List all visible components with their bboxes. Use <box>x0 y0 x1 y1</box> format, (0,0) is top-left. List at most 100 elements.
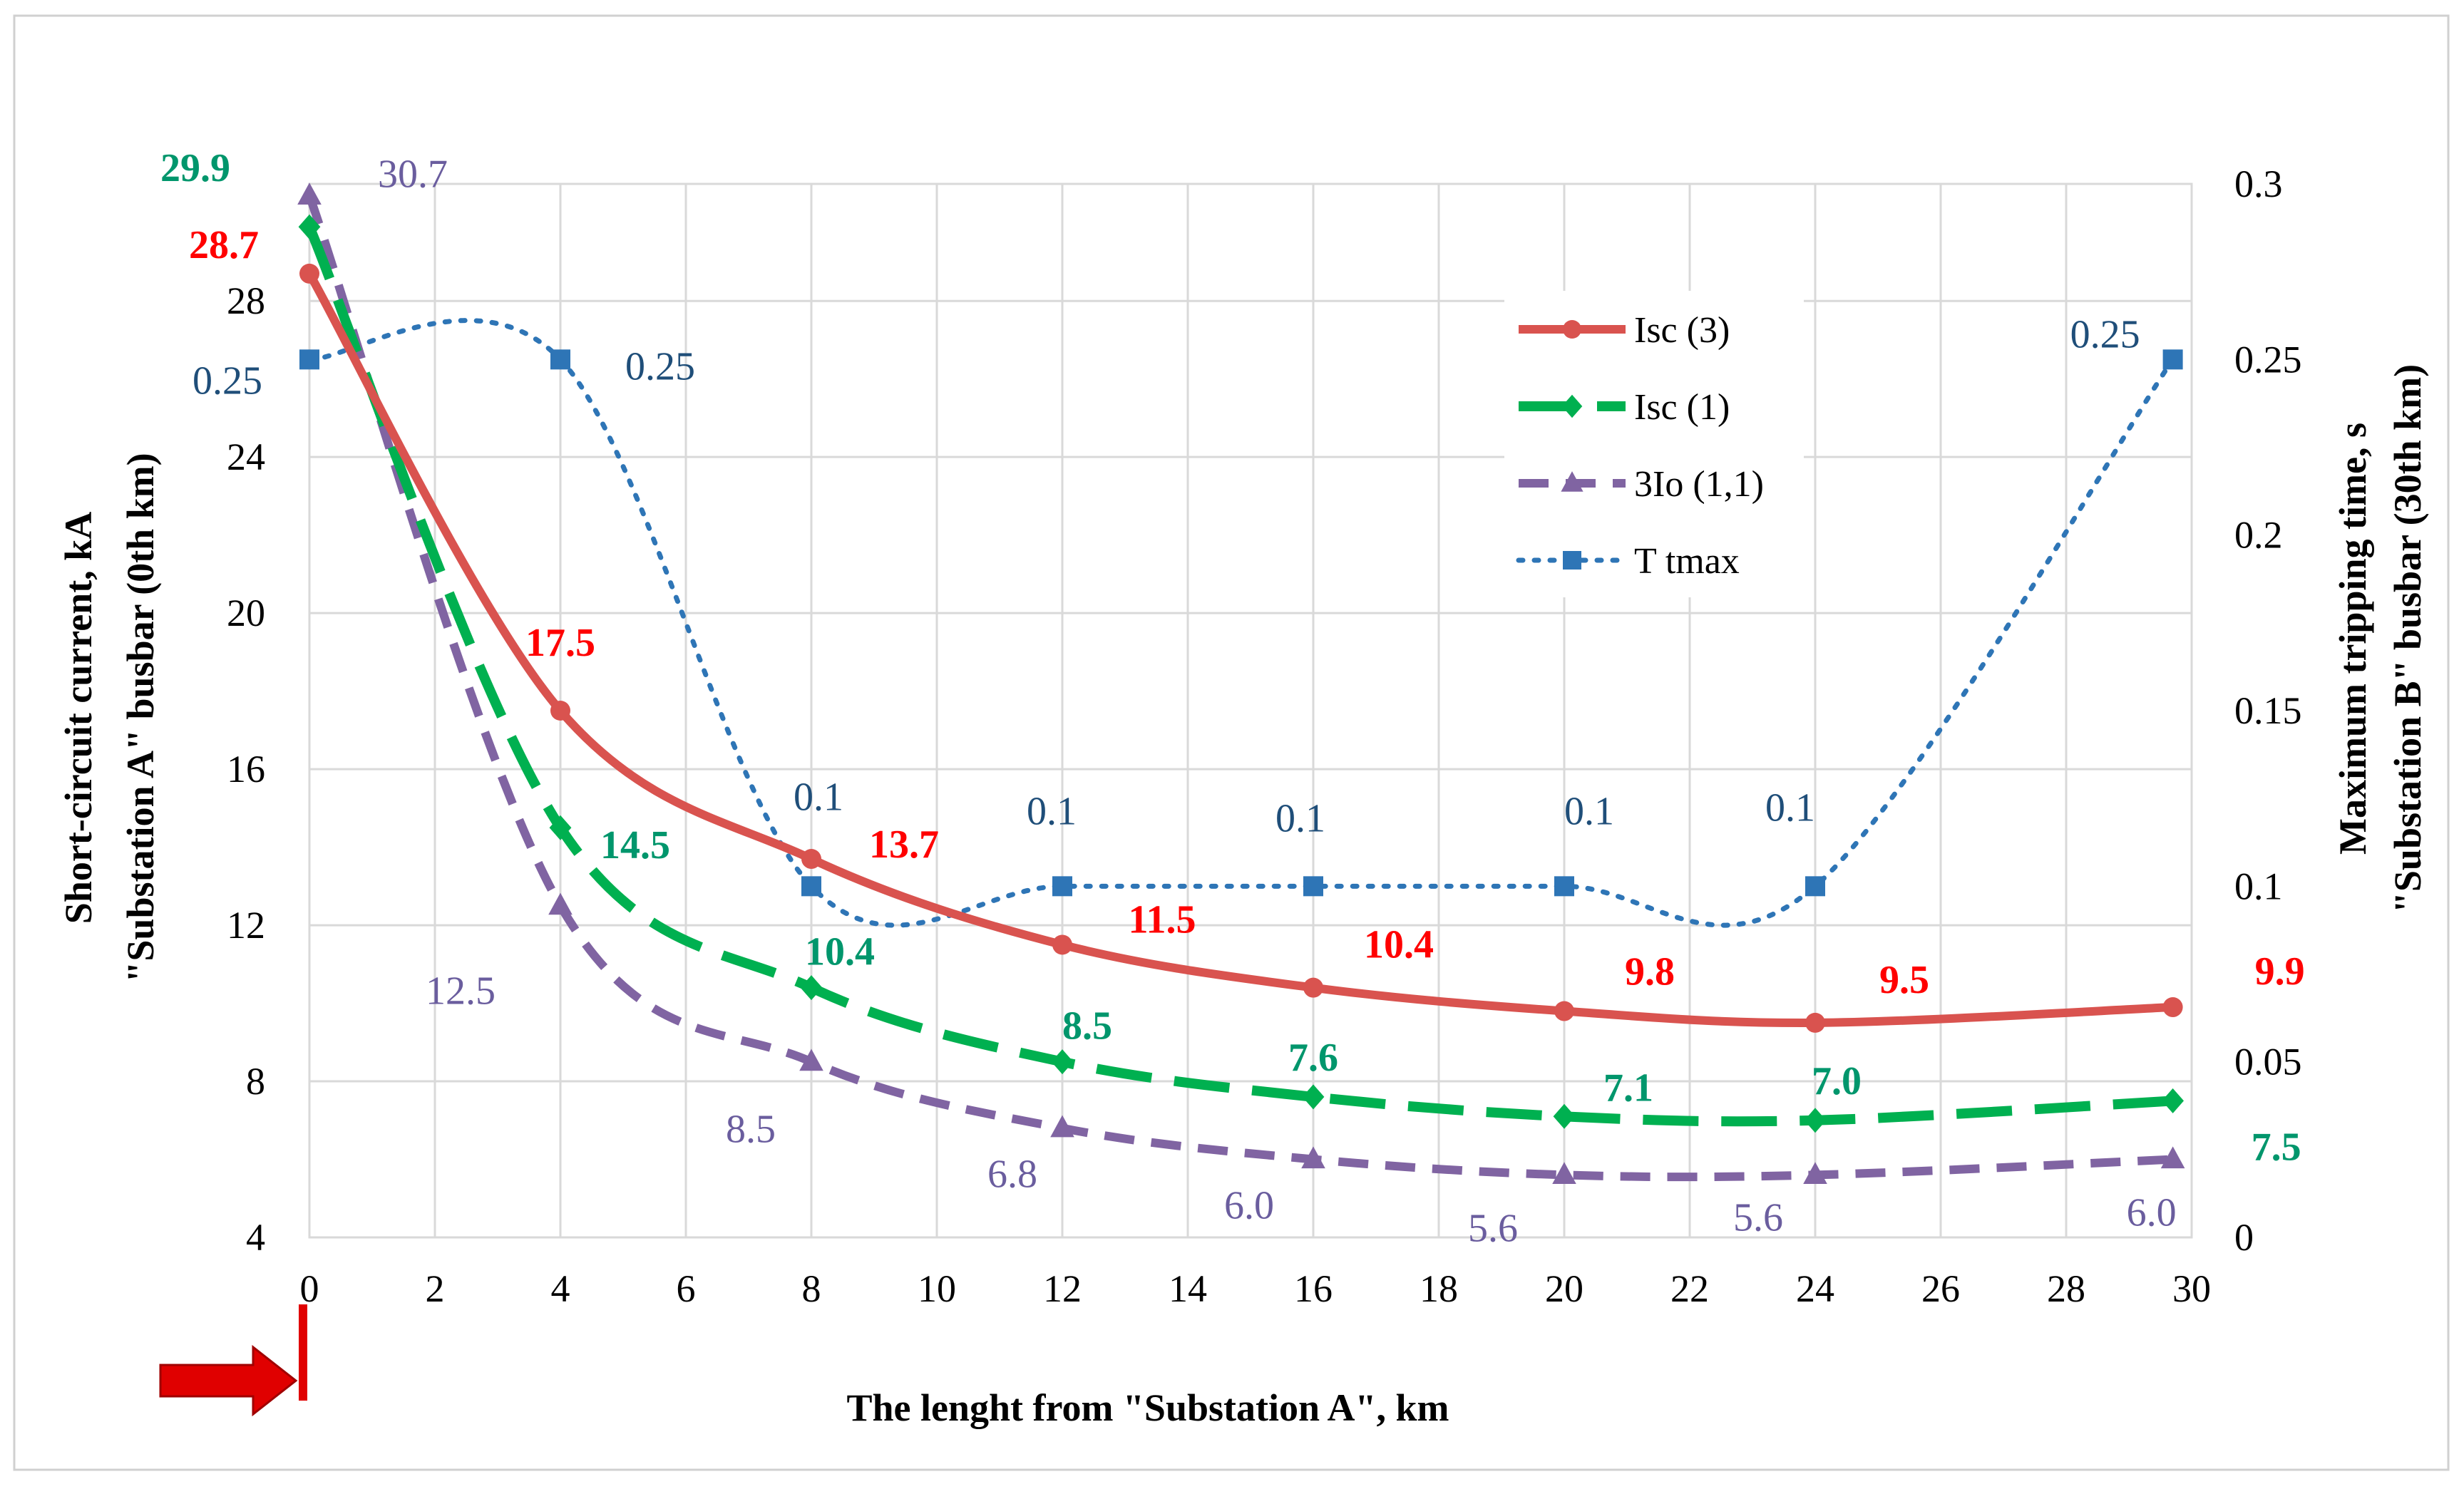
series-2-marker-2 <box>799 1049 823 1071</box>
x-axis-title: The lenght from "Substation A", km <box>846 1386 1449 1429</box>
x-tick-label-7: 14 <box>1169 1267 1207 1310</box>
y-left-tick-label-2: 12 <box>227 904 265 947</box>
series-2-marker-7 <box>2160 1146 2185 1169</box>
series-3-marker-2 <box>801 876 821 897</box>
x-tick-label-9: 18 <box>1420 1267 1458 1310</box>
data-label-s0-0: 28.7 <box>189 223 259 267</box>
data-label-s2-1: 12.5 <box>426 969 496 1014</box>
x-tick-label-2: 4 <box>551 1267 570 1310</box>
series-lines <box>304 194 2176 1182</box>
series-3-marker-7 <box>2162 349 2183 370</box>
series-line-2 <box>305 194 2173 1182</box>
series-3-marker-4 <box>1303 876 1323 897</box>
right-axis: 0 0.05 0.1 0.15 0.2 0.25 0.3 <box>2234 163 2302 1259</box>
data-label-s1-3: 8.5 <box>1062 1004 1112 1049</box>
series-1-marker-5 <box>1553 1103 1576 1129</box>
data-label-s3-0: 0.25 <box>192 359 262 403</box>
x-tick-label-13: 26 <box>1921 1267 1960 1310</box>
y-right-tick-label-6: 0.3 <box>2234 163 2283 205</box>
y-left-tick-label-5: 24 <box>227 436 265 478</box>
y-left-tick-label-3: 16 <box>227 748 265 790</box>
x-tick-label-3: 6 <box>677 1267 696 1310</box>
data-label-s0-5: 9.8 <box>1625 950 1675 994</box>
data-label-s3-5: 0.1 <box>1564 789 1614 833</box>
y-right-tick-label-0: 0 <box>2234 1216 2254 1259</box>
data-label-s2-2: 8.5 <box>726 1108 776 1152</box>
legend-label-2: 3Io (1,1) <box>1634 464 1764 505</box>
data-label-s3-2: 0.1 <box>794 775 843 819</box>
x-axis: 0 2 4 6 8 10 12 14 16 18 20 22 24 26 28 30 <box>300 1267 2212 1310</box>
data-label-s1-1: 14.5 <box>600 823 670 867</box>
legend-marker-1 <box>1561 394 1583 418</box>
data-label-s2-5: 5.6 <box>1468 1206 1518 1250</box>
x-tick-label-15: 30 <box>2172 1267 2211 1310</box>
data-label-s3-3: 0.1 <box>1027 789 1077 833</box>
y-right-tick-label-3: 0.15 <box>2234 689 2302 732</box>
series-3-marker-5 <box>1554 876 1574 897</box>
legend-marker-0 <box>1563 320 1581 339</box>
data-label-s2-4: 6.0 <box>1224 1184 1274 1228</box>
legend-marker-3 <box>1563 551 1581 570</box>
data-label-s2-0: 30.7 <box>378 152 448 196</box>
y-right-tick-label-1: 0.05 <box>2234 1041 2302 1083</box>
legend: Isc (3) Isc (1) 3Io (1,1) T tmax <box>1504 291 1804 597</box>
series-1-marker-1 <box>549 815 572 840</box>
data-label-s3-1: 0.25 <box>625 344 695 388</box>
series-0-marker-0 <box>299 263 319 284</box>
y-right-tick-label-4: 0.2 <box>2234 514 2283 557</box>
series-2-marker-3 <box>1050 1115 1074 1138</box>
data-label-s3-4: 0.1 <box>1275 796 1325 840</box>
data-label-s2-3: 6.8 <box>987 1153 1037 1197</box>
series-line-0 <box>305 271 2173 1027</box>
x-tick-label-4: 8 <box>802 1267 821 1310</box>
series-0-marker-4 <box>1303 977 1323 998</box>
y-left-axis-title-line2: "Substation A" busbar (0th km) <box>119 453 162 982</box>
legend-label-1: Isc (1) <box>1634 387 1730 428</box>
data-label-s0-1: 17.5 <box>525 621 595 665</box>
data-labels: 28.7 17.5 13.7 11.5 10.4 9.8 9.5 9.9 29.9 14.5 10.… <box>160 146 2305 1250</box>
plot-area-border <box>308 182 2193 1239</box>
x-tick-label-8: 16 <box>1294 1267 1333 1310</box>
substation-a-marker <box>159 1304 307 1417</box>
x-tick-label-1: 2 <box>426 1267 445 1310</box>
series-0-marker-6 <box>1805 1012 1825 1033</box>
x-tick-label-5: 10 <box>918 1267 956 1310</box>
y-right-axis-title-line1: Maximum tripping time, s <box>2331 423 2374 855</box>
series-1-marker-2 <box>800 975 823 1001</box>
data-label-s0-3: 11.5 <box>1129 897 1196 942</box>
y-left-tick-label-6: 28 <box>227 279 265 322</box>
series-0-marker-1 <box>550 701 570 721</box>
y-left-axis-title-line1: Short-circuit current, kA <box>57 512 100 924</box>
series-3-marker-1 <box>550 349 570 370</box>
legend-marker-2 <box>1561 471 1583 492</box>
series-1-marker-0 <box>298 214 321 239</box>
data-label-s1-4: 7.6 <box>1288 1036 1338 1080</box>
series-0-marker-2 <box>801 849 821 870</box>
data-label-s1-6: 7.0 <box>1812 1059 1862 1103</box>
series-0-marker-5 <box>1554 1001 1574 1021</box>
data-label-s0-6: 9.5 <box>1879 958 1929 1002</box>
series-1-marker-3 <box>1051 1049 1074 1075</box>
y-right-axis-title-line2: "Substation B" busbar (30th km) <box>2386 364 2429 913</box>
legend-background <box>1504 291 1804 597</box>
data-label-s0-2: 13.7 <box>869 823 939 867</box>
series-2-marker-0 <box>297 182 322 205</box>
series-0-marker-7 <box>2162 997 2183 1018</box>
series-3-marker-3 <box>1052 876 1072 897</box>
red-arrow-icon <box>159 1344 298 1417</box>
data-label-s3-6: 0.1 <box>1765 785 1815 830</box>
series-1-marker-6 <box>1804 1108 1827 1133</box>
y-left-tick-label-1: 8 <box>246 1060 265 1103</box>
y-right-tick-label-5: 0.25 <box>2234 338 2302 381</box>
data-label-s1-2: 10.4 <box>805 930 875 974</box>
data-label-s0-4: 10.4 <box>1364 923 1434 967</box>
series-3-marker-6 <box>1805 876 1825 897</box>
series-2-marker-4 <box>1301 1146 1325 1169</box>
series-2-marker-1 <box>548 892 573 915</box>
series-markers <box>297 182 2185 1185</box>
data-label-s2-7: 6.0 <box>2127 1191 2177 1235</box>
legend-label-3: T tmax <box>1634 541 1740 582</box>
x-tick-label-11: 22 <box>1670 1267 1709 1310</box>
x-tick-label-14: 28 <box>2047 1267 2085 1310</box>
